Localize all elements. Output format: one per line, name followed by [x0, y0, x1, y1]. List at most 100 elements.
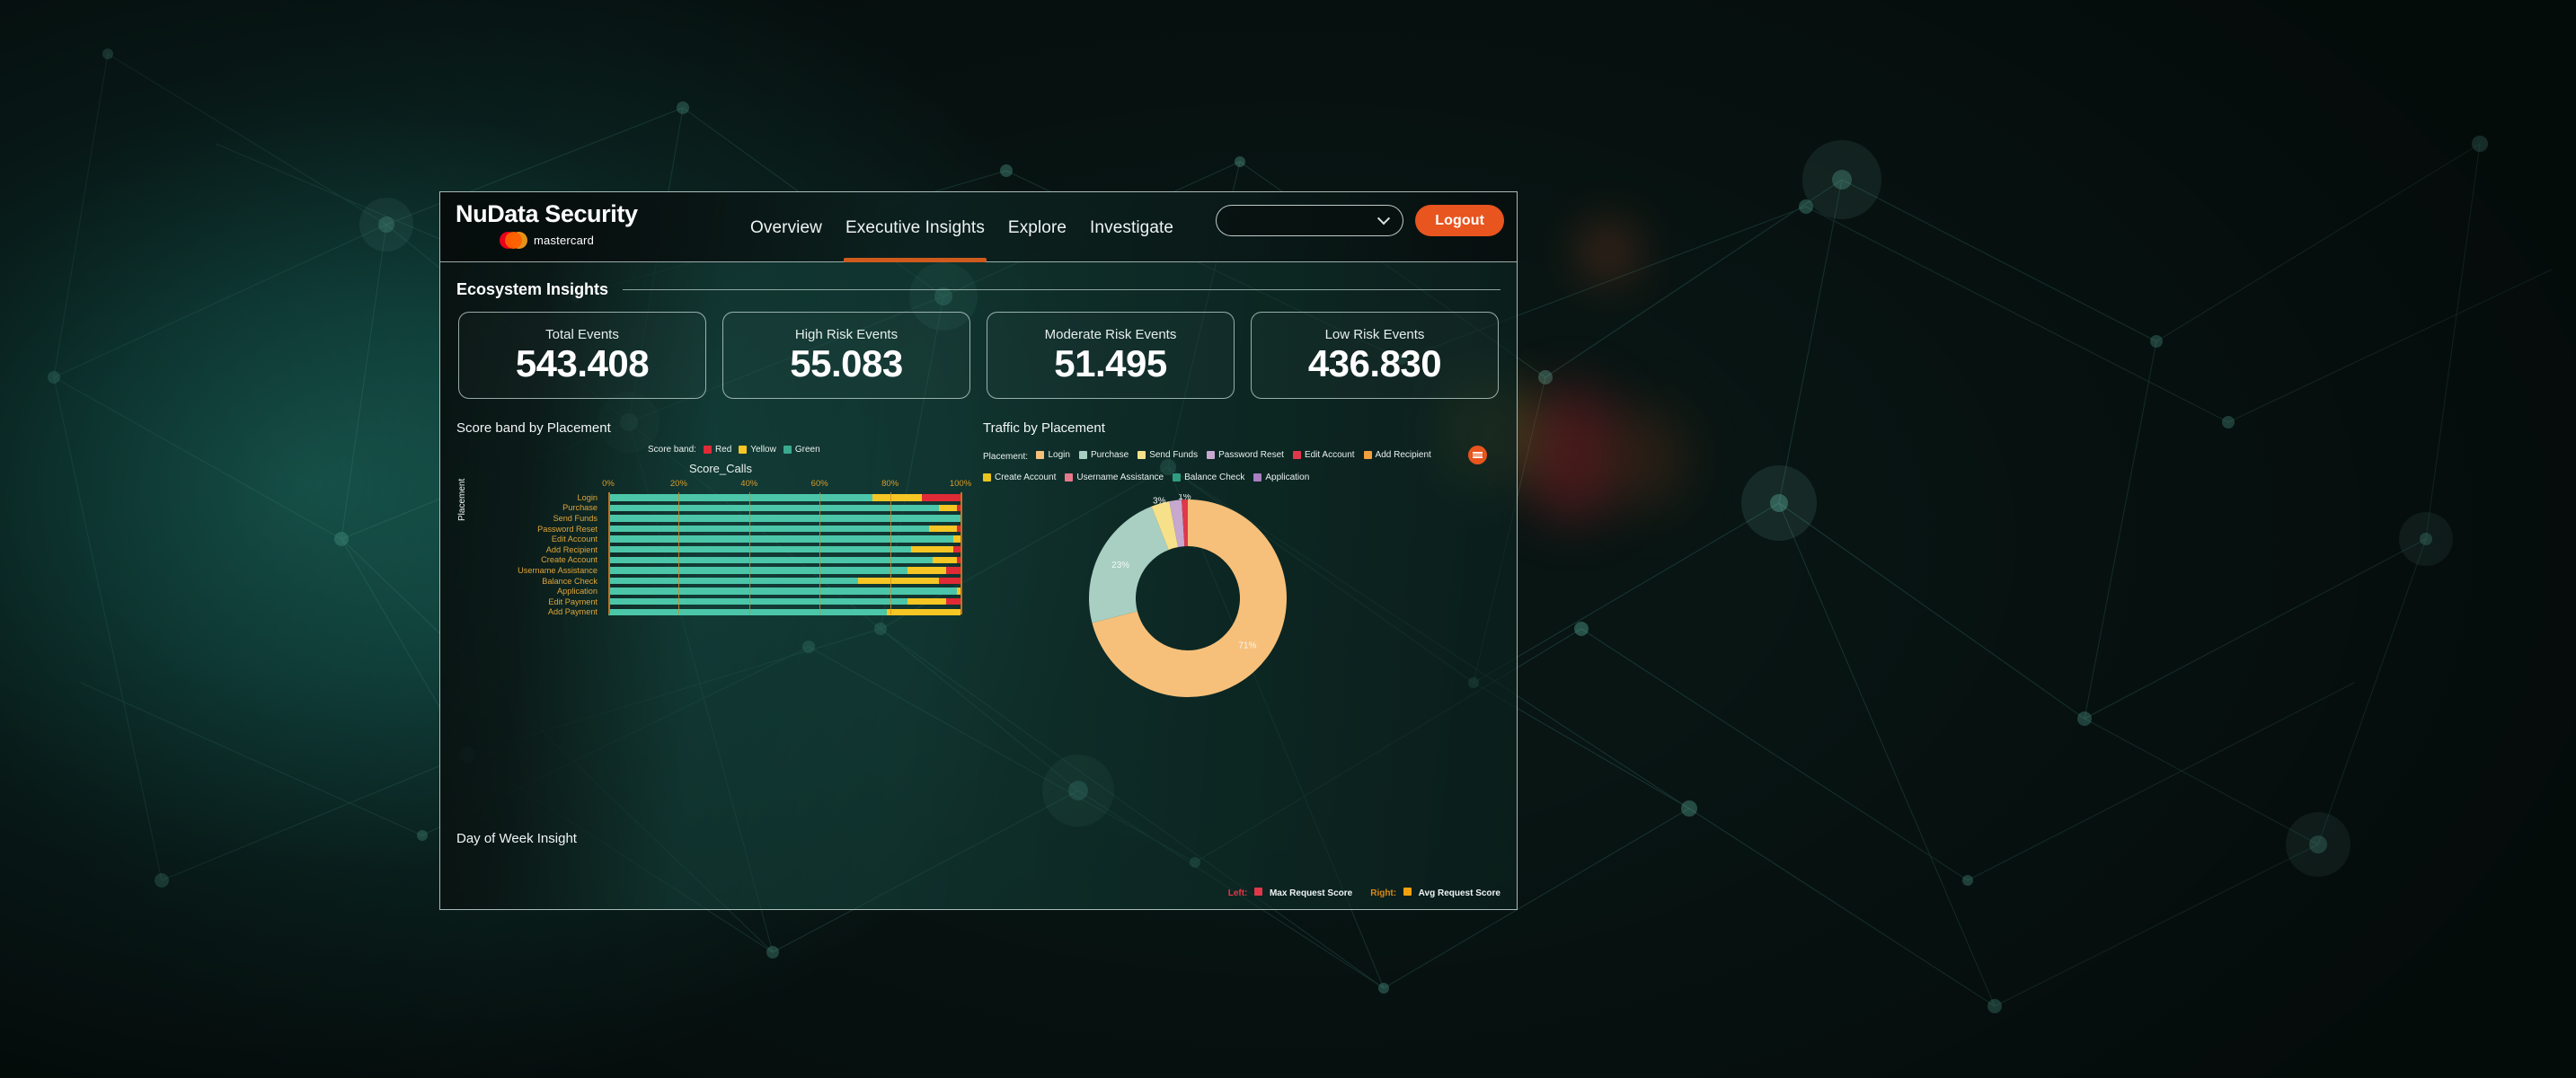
traffic-legend-item-username-assistance[interactable]: Username Assistance	[1065, 471, 1164, 485]
traffic-legend-item-login[interactable]: Login	[1036, 448, 1070, 463]
legend-label: Password Reset	[1218, 449, 1284, 460]
bar-segment-green[interactable]	[608, 545, 912, 553]
donut-slice-label: 1%	[1178, 494, 1191, 502]
gridline	[960, 492, 962, 614]
bar-row[interactable]: Purchase	[456, 503, 985, 514]
bar-row[interactable]: Balance Check	[456, 576, 985, 587]
bar-segment-green[interactable]	[608, 504, 940, 512]
legend-item-red[interactable]: Red	[703, 445, 731, 455]
legend-label: Username Assistance	[1076, 472, 1164, 482]
traffic-legend-item-purchase[interactable]: Purchase	[1078, 448, 1129, 463]
bar-row[interactable]: Username Assistance	[456, 565, 985, 576]
bar-segment-red[interactable]	[957, 525, 960, 533]
kpi-value: 55.083	[790, 341, 903, 384]
bar-segment-green[interactable]	[608, 567, 908, 574]
bar-segment-yellow[interactable]	[932, 556, 958, 564]
score-band-chart-title: Score band by Placement	[456, 420, 611, 436]
bar-row[interactable]: Login	[456, 492, 985, 503]
bar-segment-yellow[interactable]	[886, 608, 960, 616]
kpi-card-total-events[interactable]: Total Events 543.408	[458, 312, 706, 399]
legend-swatch	[1173, 473, 1182, 482]
traffic-legend-item-add-recipient[interactable]: Add Recipient	[1363, 448, 1431, 463]
traffic-legend-item-balance-check[interactable]: Balance Check	[1173, 471, 1244, 485]
donut-slice-edit-account[interactable]	[1182, 499, 1188, 547]
traffic-legend-item-create-account[interactable]: Create Account	[982, 471, 1056, 485]
donut-slice-purchase[interactable]	[1088, 506, 1169, 623]
kpi-card-moderate-risk-events[interactable]: Moderate Risk Events 51.495	[987, 312, 1235, 399]
kpi-value: 51.495	[1054, 341, 1167, 384]
logout-button[interactable]: Logout	[1415, 205, 1504, 236]
bar-segment-yellow[interactable]	[907, 597, 947, 605]
ecosystem-insights-header: Ecosystem Insights	[440, 280, 1517, 299]
legend-label: Balance Check	[1184, 472, 1245, 482]
bar-row[interactable]: Send Funds	[456, 513, 985, 524]
bar-row[interactable]: Add Payment	[456, 607, 985, 618]
kpi-card-high-risk-events[interactable]: High Risk Events 55.083	[722, 312, 970, 399]
legend-label: Application	[1265, 472, 1310, 482]
bar-segment-green[interactable]	[608, 494, 872, 501]
traffic-legend-item-edit-account[interactable]: Edit Account	[1292, 448, 1355, 463]
score-band-bar-chart: Score_Calls Placement 0% 20% 40% 60% 80% 100%…	[456, 462, 985, 616]
bar-segment-red[interactable]	[946, 567, 960, 574]
legend-label: Login	[1048, 449, 1070, 460]
bar-row[interactable]: Add Recipient	[456, 544, 985, 555]
bar-row-label: Purchase	[562, 503, 598, 513]
bar-segment-green[interactable]	[608, 577, 859, 585]
bar-segment-green[interactable]	[608, 588, 958, 595]
day-of-week-header: Day of Week Insight	[440, 831, 593, 846]
donut-slice-label: 23%	[1111, 561, 1129, 570]
bar-segment-green[interactable]	[608, 535, 954, 543]
bar-segment-red[interactable]	[957, 504, 960, 512]
donut-slice-send-funds[interactable]	[1151, 500, 1179, 551]
bar-segment-yellow[interactable]	[872, 494, 922, 501]
brand-logo: NuData Security mastercard	[456, 202, 638, 249]
bar-track	[608, 577, 960, 585]
bar-row[interactable]: Create Account	[456, 555, 985, 566]
bar-segment-red[interactable]	[921, 494, 960, 501]
bar-segment-yellow[interactable]	[957, 588, 960, 595]
bar-segment-yellow[interactable]	[911, 545, 954, 553]
bar-track	[608, 556, 960, 564]
brand-name: NuData Security	[456, 200, 638, 227]
bar-segment-red[interactable]	[939, 577, 960, 585]
legend-swatch-avg-request-score	[1403, 888, 1412, 896]
bar-row[interactable]: Application	[456, 586, 985, 596]
nav-item-investigate[interactable]: Investigate	[1090, 217, 1174, 237]
nav-item-explore[interactable]: Explore	[1007, 217, 1067, 237]
account-select[interactable]	[1216, 205, 1404, 236]
bar-segment-red[interactable]	[946, 597, 960, 605]
traffic-legend-item-send-funds[interactable]: Send Funds	[1138, 448, 1198, 463]
bar-segment-red[interactable]	[953, 545, 960, 553]
legend-item-yellow[interactable]: Yellow	[739, 445, 776, 455]
bar-segment-green[interactable]	[608, 608, 887, 616]
kpi-card-low-risk-events[interactable]: Low Risk Events 436.830	[1251, 312, 1499, 399]
bar-segment-green[interactable]	[608, 556, 933, 564]
list-menu-icon[interactable]	[1467, 446, 1487, 464]
bar-segment-red[interactable]	[957, 556, 960, 564]
bar-segment-yellow[interactable]	[928, 525, 958, 533]
legend-group-left[interactable]: Left: Max Request Score	[1228, 888, 1352, 898]
bar-segment-yellow[interactable]	[907, 567, 947, 574]
donut-slice-login[interactable]	[1092, 499, 1287, 697]
donut-slice-password-reset[interactable]	[1169, 499, 1185, 548]
legend-group-right[interactable]: Right: Avg Request Score	[1370, 888, 1500, 898]
traffic-legend-item-application[interactable]: Application	[1253, 471, 1309, 485]
score-band-legend: Score band: Red Yellow Green	[648, 445, 820, 455]
legend-swatch	[982, 473, 991, 482]
bar-row[interactable]: Password Reset	[456, 524, 985, 535]
traffic-legend-item-password-reset[interactable]: Password Reset	[1207, 448, 1284, 463]
bar-segment-yellow[interactable]	[939, 504, 958, 512]
bar-segment-yellow[interactable]	[858, 577, 940, 585]
legend-item-green[interactable]: Green	[783, 445, 820, 455]
bar-segment-green[interactable]	[608, 525, 929, 533]
bar-segment-green[interactable]	[608, 515, 960, 522]
bar-row[interactable]: Edit Account	[456, 534, 985, 544]
bar-row[interactable]: Edit Payment	[456, 596, 985, 607]
bar-segment-green[interactable]	[608, 597, 908, 605]
nav-item-overview[interactable]: Overview	[750, 217, 822, 237]
ecosystem-insights-title: Ecosystem Insights	[456, 280, 609, 298]
gridline	[819, 492, 821, 614]
traffic-chart-panel: Traffic by Placement Placement: Login Pur…	[982, 420, 1500, 697]
bar-segment-yellow[interactable]	[953, 535, 960, 543]
nav-item-executive-insights[interactable]: Executive Insights	[843, 194, 987, 262]
